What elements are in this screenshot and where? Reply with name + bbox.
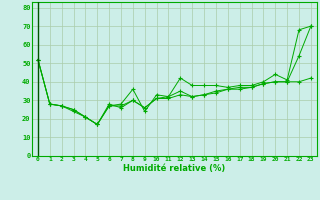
X-axis label: Humidité relative (%): Humidité relative (%) xyxy=(123,164,226,173)
